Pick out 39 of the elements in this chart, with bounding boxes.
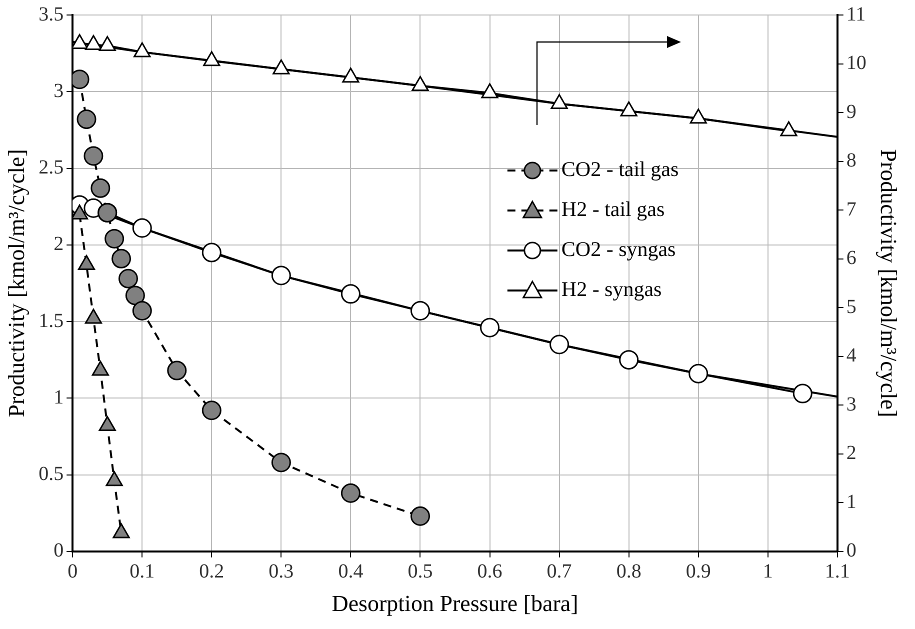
y2-tick-label: 0 — [846, 540, 856, 562]
y2-tick-label: 2 — [846, 442, 856, 464]
y-tick-label: 2.5 — [38, 156, 64, 179]
x-tick-label: 1 — [762, 560, 773, 583]
legend-label: H2 - tail gas — [561, 197, 665, 222]
y2-tick-label: 8 — [846, 150, 856, 172]
y2-tick-label: 1 — [846, 490, 856, 513]
y2-tick-label: 4 — [846, 344, 856, 367]
x-tick-label: 0.8 — [616, 560, 642, 583]
y2-tick-label: 5 — [846, 296, 856, 318]
y2-tick-label: 7 — [846, 198, 856, 220]
y-tick-label: 3.5 — [38, 3, 64, 26]
y-tick-label: 0 — [54, 540, 64, 562]
legend-label: CO2 - tail gas — [561, 157, 679, 182]
y-tick-label: 3 — [54, 80, 64, 102]
x-tick-label: 0.4 — [338, 560, 364, 583]
x-tick-label: 0.6 — [477, 560, 502, 583]
x-axis-title: Desorption Pressure [bara] — [332, 591, 578, 616]
legend-label: H2 - syngas — [561, 277, 662, 302]
x-tick-label: 0 — [68, 560, 78, 583]
y-tick-label: 0.5 — [38, 463, 64, 486]
y2-tick-label: 10 — [846, 52, 866, 74]
x-tick-label: 0.9 — [686, 560, 711, 583]
y-tick-label: 2 — [54, 233, 64, 256]
y-tick-label: 1.5 — [38, 310, 64, 332]
x-tick-label: 0.3 — [268, 560, 294, 583]
y-axis-title: Productivity [kmol/m³/cycle] — [4, 149, 29, 418]
y2-tick-label: 11 — [846, 3, 866, 26]
y2-axis-title: Productivity [kmol/m³/cycle] — [876, 149, 902, 418]
y2-tick-label: 9 — [846, 100, 856, 123]
x-tick-label: 0.7 — [546, 560, 572, 583]
legend-label: CO2 - syngas — [561, 237, 676, 262]
y2-tick-label: 6 — [846, 247, 856, 270]
x-tick-label: 0.2 — [199, 560, 224, 583]
y-tick-label: 1 — [54, 386, 64, 408]
x-tick-label: 0.5 — [408, 560, 433, 583]
x-tick-label: 0.1 — [130, 560, 155, 583]
y2-tick-label: 3 — [846, 393, 856, 416]
x-tick-label: 1.1 — [824, 560, 850, 583]
